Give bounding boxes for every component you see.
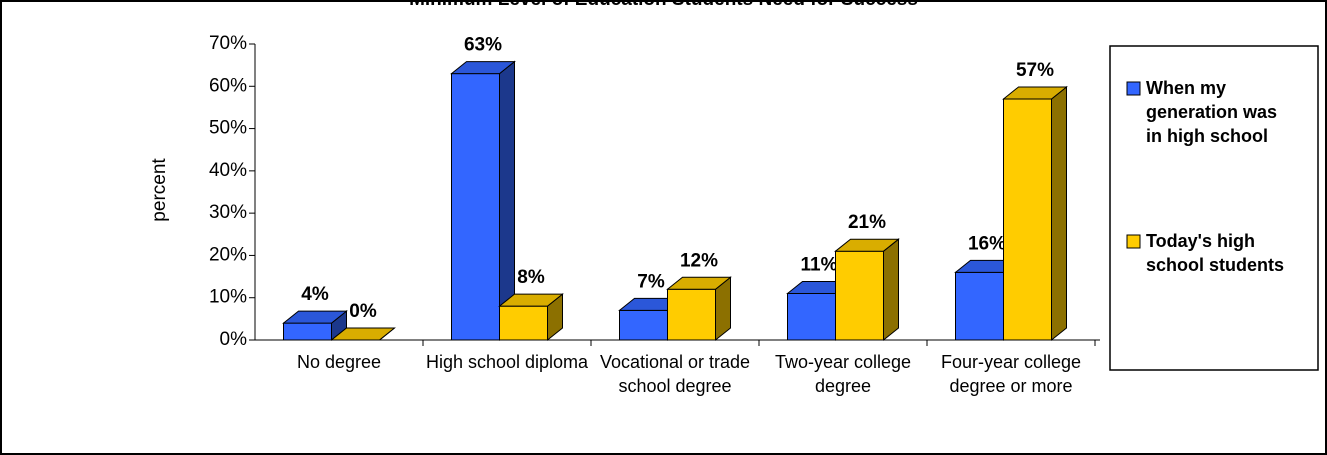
legend-swatch bbox=[1126, 234, 1141, 249]
bar-top bbox=[450, 61, 516, 75]
bar bbox=[330, 327, 396, 341]
x-tick-label: Four-year college degree or more bbox=[940, 352, 1082, 396]
value-label: 0% bbox=[349, 301, 377, 322]
bar-front bbox=[835, 250, 884, 341]
bar-top bbox=[330, 327, 396, 341]
value-label: 8% bbox=[517, 267, 545, 288]
bar-front bbox=[499, 305, 548, 341]
bar bbox=[666, 276, 732, 342]
y-tick-label: 30% bbox=[209, 202, 247, 223]
bar bbox=[498, 293, 564, 342]
bar-front bbox=[1003, 98, 1052, 341]
x-tick-label: Two-year college degree bbox=[774, 352, 912, 396]
bar-side bbox=[1051, 85, 1067, 342]
x-tick-label: Vocational or trade school degree bbox=[599, 352, 751, 396]
legend-box bbox=[1109, 45, 1319, 371]
legend-label: When my generation was in high school bbox=[1146, 78, 1278, 146]
bar bbox=[282, 310, 348, 342]
bar-front bbox=[787, 292, 836, 341]
bar bbox=[450, 60, 516, 342]
value-label: 16% bbox=[968, 233, 1006, 254]
value-label: 57% bbox=[1016, 60, 1054, 81]
bar-front bbox=[955, 271, 1004, 341]
y-tick-label: 60% bbox=[209, 75, 247, 96]
bar-top bbox=[498, 293, 564, 307]
x-tick-label: No degree bbox=[296, 352, 382, 372]
bar-front bbox=[667, 288, 716, 341]
value-label: 21% bbox=[848, 212, 886, 233]
y-axis-label: percent bbox=[149, 158, 170, 222]
y-tick-label: 10% bbox=[209, 287, 247, 308]
bar-front bbox=[451, 73, 500, 341]
x-tick-label: High school diploma bbox=[425, 352, 589, 372]
bar bbox=[834, 238, 900, 342]
bar-side bbox=[883, 238, 899, 342]
value-label: 4% bbox=[301, 284, 329, 305]
bar-top bbox=[834, 238, 900, 252]
y-tick-label: 20% bbox=[209, 244, 247, 265]
y-tick-label: 50% bbox=[209, 118, 247, 139]
legend-swatch bbox=[1126, 81, 1141, 96]
value-label: 11% bbox=[801, 255, 838, 276]
bar bbox=[1002, 85, 1068, 342]
bar-top bbox=[1002, 86, 1068, 100]
y-tick-label: 40% bbox=[209, 160, 247, 181]
bar-top bbox=[666, 276, 732, 290]
value-label: 12% bbox=[680, 250, 718, 271]
value-label: 63% bbox=[464, 35, 502, 56]
chart-title: Minimum Level of Education Students Need… bbox=[0, 0, 1327, 11]
value-label: 7% bbox=[637, 271, 665, 292]
bar-front bbox=[283, 322, 332, 341]
bar-front bbox=[619, 309, 668, 341]
bar-top bbox=[282, 310, 348, 324]
y-tick-label: 70% bbox=[209, 33, 247, 54]
y-tick-label: 0% bbox=[220, 329, 248, 350]
legend-label: Today's high school students bbox=[1146, 231, 1285, 275]
